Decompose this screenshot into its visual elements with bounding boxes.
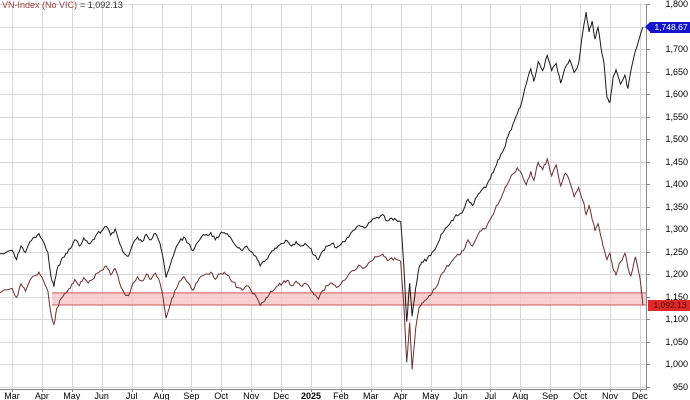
y-axis-tick-label: 1,000: [665, 359, 688, 369]
x-axis-tick-label: Jul: [484, 391, 497, 400]
x-axis-tick-label: 2025: [300, 391, 322, 400]
x-axis-tick-label: Dec: [631, 391, 648, 400]
y-axis-tick-label: 1,600: [665, 89, 688, 99]
y-axis-tick-label: 1,650: [665, 66, 688, 77]
x-axis-tick-label: Apr: [34, 391, 49, 400]
y-axis-tick-label: 1,150: [665, 291, 688, 302]
y-axis-tick-label: 1,100: [665, 314, 688, 324]
x-axis-tick-label: Aug: [153, 391, 170, 400]
x-axis-tick-label: Dec: [273, 391, 290, 400]
series-line-vnindex: [0, 12, 644, 322]
last-price-tag-vnindex-value: 1,748.67: [654, 22, 688, 33]
y-axis-tick-label: 1,500: [665, 134, 688, 144]
support-band: [52, 292, 646, 306]
x-axis-tick-label: May: [63, 391, 81, 400]
x-axis-tick-label: Mar: [4, 391, 20, 400]
x-axis-tick-label: Sep: [542, 391, 559, 400]
x-axis-tick-label: Oct: [573, 391, 588, 400]
y-axis-tick-label: 1,800: [665, 0, 688, 9]
x-axis-tick-label: Jun: [94, 391, 109, 400]
x-axis-tick-label: Mar: [363, 391, 379, 400]
y-axis-tick-label: 1,550: [665, 111, 688, 122]
last-price-tag-novic-value: 1,092.13: [653, 300, 687, 311]
y-axis-tick-label: 1,250: [665, 246, 688, 257]
x-axis-tick-label: Oct: [214, 391, 229, 400]
x-axis-tick-label: Apr: [393, 391, 408, 400]
x-axis-tick-label: Nov: [243, 391, 260, 400]
x-axis-tick-label: Aug: [512, 391, 529, 400]
y-axis-tick-label: 1,350: [665, 201, 688, 212]
last-price-tag-vnindex: 1,748.67: [645, 22, 690, 34]
y-axis-tick-label: 1,700: [665, 44, 688, 54]
x-axis-tick-label: Feb: [333, 391, 349, 400]
x-axis-tick-label: Jul: [125, 391, 138, 400]
legend-series-name: VN-Index (No VIC): [2, 0, 78, 10]
y-axis-tick-label: 1,050: [665, 336, 688, 347]
y-axis-tick-label: 1,400: [665, 179, 688, 189]
x-axis-tick-label: Nov: [601, 391, 618, 400]
last-price-tag-novic: 1,092.13: [648, 300, 690, 312]
y-axis-tick-label: 950: [672, 381, 688, 392]
series-line-novic: [0, 156, 644, 370]
x-axis-tick-label: Sep: [183, 391, 200, 400]
legend-series-value: = 1,092.13: [80, 0, 123, 10]
y-axis-tick-label: 1,200: [665, 269, 688, 279]
y-axis-tick-label: 1,450: [665, 156, 688, 167]
x-axis-tick-label: May: [422, 391, 440, 400]
chart-legend: VN-Index (No VIC) = 1,092.13: [2, 0, 123, 10]
y-axis-tick-label: 1,300: [665, 224, 688, 234]
x-axis-tick-label: Jun: [453, 391, 468, 400]
axes: [0, 4, 650, 392]
